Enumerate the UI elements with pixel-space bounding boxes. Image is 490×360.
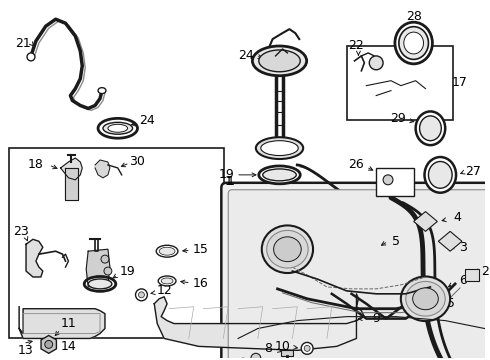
Circle shape xyxy=(139,292,145,298)
Ellipse shape xyxy=(158,276,176,286)
Ellipse shape xyxy=(416,112,445,145)
Text: 19: 19 xyxy=(219,168,234,181)
Circle shape xyxy=(251,353,261,360)
Text: 10: 10 xyxy=(274,340,291,353)
Polygon shape xyxy=(66,168,78,200)
Text: 20: 20 xyxy=(380,231,396,244)
Bar xyxy=(281,350,294,356)
Circle shape xyxy=(238,358,248,360)
Ellipse shape xyxy=(406,282,445,316)
Text: 1: 1 xyxy=(226,175,234,188)
Ellipse shape xyxy=(103,122,133,134)
Text: 13: 13 xyxy=(17,344,33,357)
Polygon shape xyxy=(95,160,110,178)
Text: 4: 4 xyxy=(453,211,461,224)
Ellipse shape xyxy=(259,50,300,72)
Text: 7: 7 xyxy=(439,284,447,297)
Text: 30: 30 xyxy=(129,156,146,168)
Ellipse shape xyxy=(404,32,423,54)
Text: 18: 18 xyxy=(28,158,44,171)
Text: 8: 8 xyxy=(264,342,271,355)
Ellipse shape xyxy=(424,157,456,193)
Ellipse shape xyxy=(156,245,178,257)
Text: 17: 17 xyxy=(452,76,468,89)
Text: 15: 15 xyxy=(193,243,209,256)
Ellipse shape xyxy=(88,279,112,289)
Text: 2: 2 xyxy=(481,265,489,278)
Circle shape xyxy=(45,341,53,348)
Ellipse shape xyxy=(108,124,127,132)
Ellipse shape xyxy=(159,247,175,255)
Circle shape xyxy=(304,345,310,351)
Ellipse shape xyxy=(256,137,303,159)
Text: 28: 28 xyxy=(406,10,421,23)
Ellipse shape xyxy=(395,22,432,64)
Text: 21: 21 xyxy=(15,36,31,50)
Polygon shape xyxy=(26,239,43,277)
Text: 22: 22 xyxy=(348,40,365,53)
Text: 3: 3 xyxy=(459,241,467,254)
Circle shape xyxy=(27,53,35,61)
Ellipse shape xyxy=(273,237,301,262)
Text: 24: 24 xyxy=(238,49,254,62)
Bar xyxy=(9,148,224,338)
Text: 11: 11 xyxy=(61,317,76,330)
Bar xyxy=(376,168,414,196)
Ellipse shape xyxy=(399,27,428,59)
Ellipse shape xyxy=(267,230,308,268)
Ellipse shape xyxy=(252,46,307,76)
Text: 16: 16 xyxy=(193,278,209,291)
Text: 1: 1 xyxy=(224,175,232,188)
Ellipse shape xyxy=(84,276,116,291)
Ellipse shape xyxy=(161,278,173,284)
Text: 27: 27 xyxy=(465,165,481,179)
Text: 12: 12 xyxy=(156,284,172,297)
Ellipse shape xyxy=(419,116,441,141)
Text: 26: 26 xyxy=(348,158,365,171)
Ellipse shape xyxy=(262,225,313,273)
Ellipse shape xyxy=(98,118,138,138)
Circle shape xyxy=(369,56,383,70)
Text: 14: 14 xyxy=(61,340,76,353)
Text: 9: 9 xyxy=(372,312,380,325)
Polygon shape xyxy=(439,231,462,251)
Bar xyxy=(346,46,453,120)
Circle shape xyxy=(383,175,393,185)
Circle shape xyxy=(101,255,109,263)
Polygon shape xyxy=(86,249,110,287)
Ellipse shape xyxy=(98,87,106,94)
Polygon shape xyxy=(61,158,82,180)
Ellipse shape xyxy=(401,276,450,321)
Ellipse shape xyxy=(263,169,296,181)
Text: 23: 23 xyxy=(13,225,29,238)
Polygon shape xyxy=(154,294,365,350)
Polygon shape xyxy=(19,307,105,338)
Ellipse shape xyxy=(428,162,452,188)
Text: 24: 24 xyxy=(140,114,155,127)
Text: 6: 6 xyxy=(459,274,467,287)
Ellipse shape xyxy=(259,166,300,184)
Text: 19: 19 xyxy=(120,265,136,278)
Bar xyxy=(465,269,479,281)
Text: 29: 29 xyxy=(390,112,406,125)
Polygon shape xyxy=(414,212,438,231)
Text: 5: 5 xyxy=(392,235,400,248)
Ellipse shape xyxy=(261,141,298,156)
Circle shape xyxy=(301,342,313,354)
Ellipse shape xyxy=(413,288,439,310)
Text: 25: 25 xyxy=(439,297,455,310)
FancyBboxPatch shape xyxy=(228,190,490,360)
Circle shape xyxy=(104,267,112,275)
FancyBboxPatch shape xyxy=(221,183,490,360)
Circle shape xyxy=(136,289,147,301)
